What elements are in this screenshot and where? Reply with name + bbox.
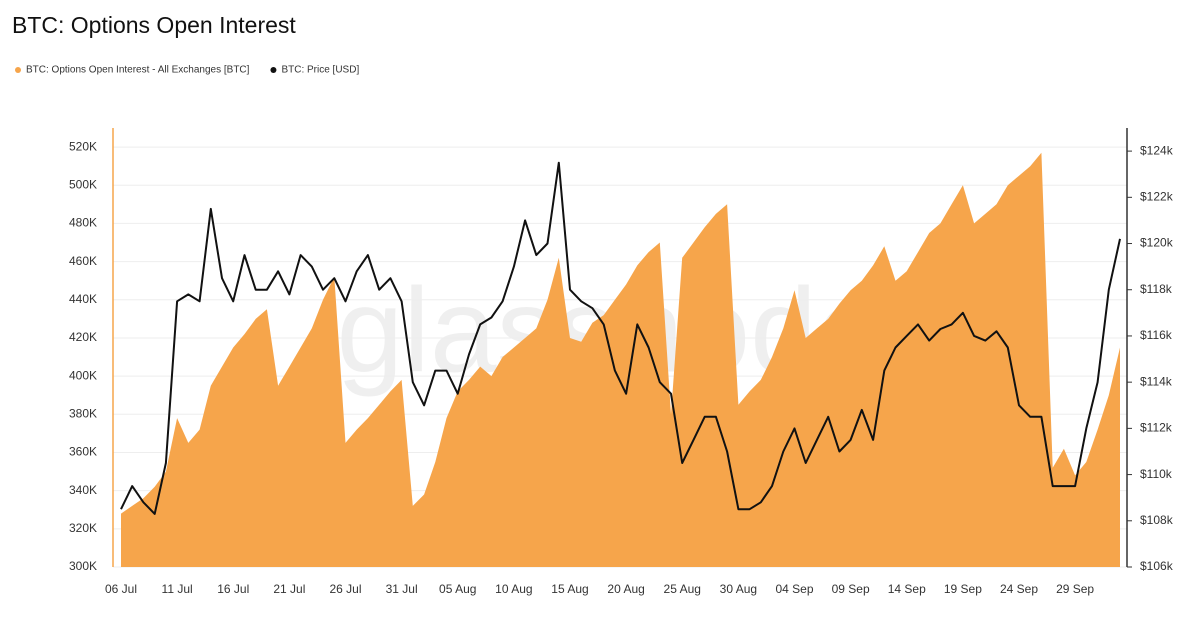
x-tick-label: 25 Aug [664, 582, 701, 596]
legend-label: BTC: Price [USD] [281, 65, 359, 76]
x-tick-label: 21 Jul [273, 582, 305, 596]
x-tick-label: 10 Aug [495, 582, 532, 596]
x-tick-label: 09 Sep [832, 582, 870, 596]
x-tick-label: 19 Sep [944, 582, 982, 596]
y-tick-label: 420K [69, 330, 97, 344]
x-tick-label: 16 Jul [217, 582, 249, 596]
y2-tick-label: $112k [1140, 421, 1173, 435]
y-tick-label: 300K [69, 559, 97, 573]
y-tick-label: 340K [69, 483, 97, 497]
x-tick-label: 15 Aug [551, 582, 588, 596]
x-tick-label: 14 Sep [888, 582, 926, 596]
x-tick-label: 26 Jul [329, 582, 361, 596]
y2-tick-label: $118k [1140, 282, 1173, 296]
line [120, 161, 1121, 515]
y-tick-label: 500K [69, 177, 97, 191]
x-tick-label: 30 Aug [720, 582, 757, 596]
x-tick-label: 31 Jul [386, 582, 418, 596]
x-tick-label: 24 Sep [1000, 582, 1038, 596]
y2-tick-label: $120k [1140, 236, 1174, 250]
legend-label: BTC: Options Open Interest - All Exchang… [26, 65, 250, 76]
y2-tick-label: $116k [1140, 328, 1173, 342]
y2-tick-label: $110k [1140, 467, 1173, 481]
area [121, 152, 1120, 568]
y-tick-label: 320K [69, 521, 97, 535]
y2-tick-label: $114k [1140, 374, 1173, 388]
legend-marker [270, 67, 277, 73]
legend-marker [15, 67, 21, 73]
y2-tick-label: $108k [1140, 513, 1174, 527]
y2-tick-label: $106k [1140, 559, 1174, 573]
x-tick-label: 05 Aug [439, 582, 476, 596]
x-tick-label: 11 Jul [162, 582, 193, 596]
chart-title: BTC: Options Open Interest [12, 12, 296, 38]
y-tick-label: 520K [69, 139, 97, 153]
y-tick-label: 380K [69, 406, 97, 420]
x-tick-label: 20 Aug [607, 582, 644, 596]
x-tick-label: 04 Sep [775, 582, 813, 596]
x-tick-label: 06 Jul [105, 582, 137, 596]
x-tick-label: 29 Sep [1056, 582, 1094, 596]
y-tick-label: 440K [69, 292, 97, 306]
y2-tick-label: $124k [1140, 143, 1174, 157]
y-tick-label: 480K [69, 216, 97, 230]
y2-tick-label: $122k [1140, 189, 1174, 203]
y-tick-label: 460K [69, 254, 97, 268]
y-tick-label: 360K [69, 445, 97, 459]
y-tick-label: 400K [69, 368, 97, 382]
